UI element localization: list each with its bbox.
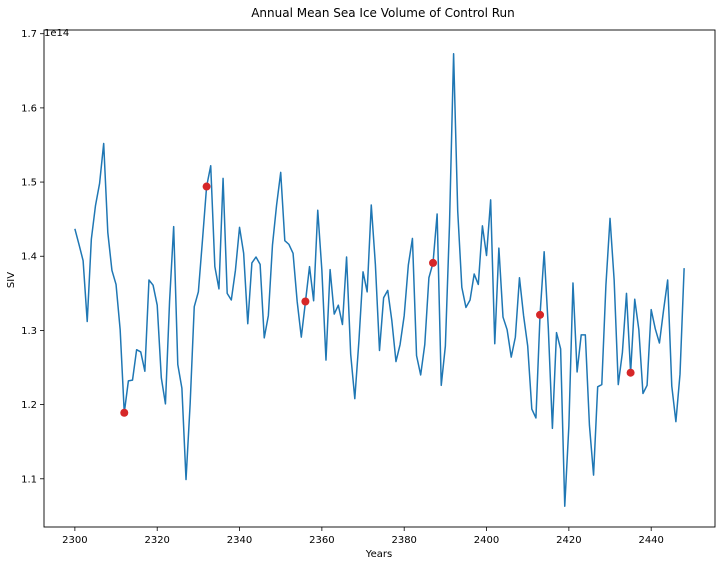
- x-tick-label: 2360: [309, 535, 334, 546]
- y-tick-label: 1.1: [21, 474, 37, 485]
- x-tick-label: 2320: [144, 535, 169, 546]
- y-tick-label: 1.7: [21, 29, 37, 40]
- marker-point: [202, 182, 211, 191]
- marker-point: [429, 258, 438, 267]
- plot-area: [74, 52, 685, 507]
- x-tick-label: 2300: [62, 535, 87, 546]
- x-tick-label: 2440: [638, 535, 663, 546]
- x-tick-label: 2420: [556, 535, 581, 546]
- y-tick-label: 1.5: [21, 178, 37, 189]
- x-tick-label: 2380: [391, 535, 416, 546]
- y-tick-label: 1.3: [21, 326, 37, 337]
- x-tick-label: 2400: [474, 535, 499, 546]
- y-offset-label: 1e14: [44, 28, 69, 39]
- series-line: [74, 52, 685, 507]
- marker-point: [301, 297, 310, 306]
- y-axis-label: SIV: [6, 272, 17, 288]
- plot-frame: [43, 29, 716, 528]
- y-tick-label: 1.2: [21, 400, 37, 411]
- marker-point: [536, 310, 545, 319]
- y-tick-label: 1.6: [21, 103, 37, 114]
- x-axis-label: Years: [365, 549, 392, 560]
- chart-title: Annual Mean Sea Ice Volume of Control Ru…: [251, 6, 515, 20]
- x-tick-label: 2340: [227, 535, 252, 546]
- marker-point: [120, 408, 129, 417]
- marker-point: [626, 368, 635, 377]
- y-tick-label: 1.4: [21, 252, 37, 263]
